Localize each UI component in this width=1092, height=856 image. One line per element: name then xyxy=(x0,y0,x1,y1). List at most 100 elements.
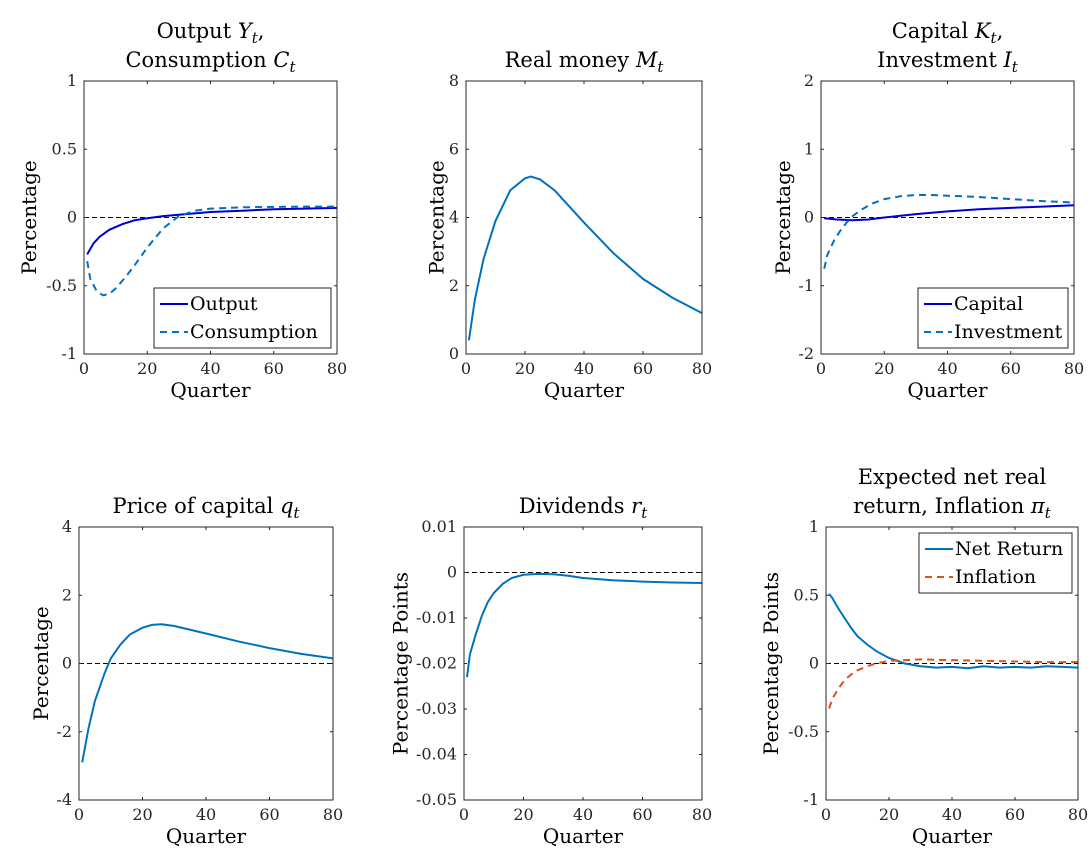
x-tick-label: 40 xyxy=(200,359,220,378)
title-variable: M xyxy=(635,48,658,72)
legend-box xyxy=(917,287,1069,349)
x-tick-label: 80 xyxy=(323,805,343,824)
chart-title-line: Capital Kt, xyxy=(892,19,1004,47)
title-subscript: t xyxy=(1045,504,1052,522)
chart-title-line: Price of capital qt xyxy=(112,494,300,522)
x-axis-label: Quarter xyxy=(166,824,247,848)
title-punct: , xyxy=(258,19,265,43)
title-text: Price of capital xyxy=(112,494,280,518)
title-punct: , xyxy=(997,19,1004,43)
title-text: Output xyxy=(157,19,238,43)
x-tick-label: 40 xyxy=(573,805,593,824)
legend-label: Consumption xyxy=(190,321,318,343)
x-tick-label: 0 xyxy=(74,805,84,824)
y-tick-label: -0.5 xyxy=(788,722,819,741)
chart-title-line: Investment It xyxy=(877,48,1019,76)
y-tick-label: 0.5 xyxy=(52,139,77,158)
x-tick-label: 20 xyxy=(515,359,535,378)
title-variable: q xyxy=(280,494,293,518)
chart-title-line: return, Inflation πt xyxy=(853,494,1052,522)
y-tick-label: 2 xyxy=(62,585,72,604)
y-axis-label: Percentage xyxy=(425,160,449,274)
y-tick-label: -2 xyxy=(798,344,814,363)
chart-panel-6: Expected net real return, Inflation πt 0 20… xyxy=(759,465,1088,848)
title-text: Consumption xyxy=(125,48,273,72)
y-tick-label: 2 xyxy=(804,71,814,90)
x-tick-label: 40 xyxy=(937,359,957,378)
chart-panel-2: Real money Mt 0 20 40 60 80 0 2 4 6 8 Quarter Percen… xyxy=(425,48,713,402)
x-tick-label: 80 xyxy=(327,359,347,378)
y-tick-label: 1 xyxy=(67,71,77,90)
plot-frame xyxy=(465,80,703,355)
chart-panel-3: Capital Kt,Investment It0 20 40 60 80-2-1012… xyxy=(771,19,1084,402)
y-tick-label: 1 xyxy=(804,139,814,158)
y-tick-label: 1 xyxy=(809,517,819,536)
title-subscript: t xyxy=(657,58,664,76)
y-tick-label: -1 xyxy=(798,276,814,295)
series-line-1 xyxy=(466,572,703,678)
x-axis-label: Quarter xyxy=(907,378,988,402)
series-line-consumption xyxy=(86,205,337,297)
y-tick-label: -0.04 xyxy=(416,745,457,764)
legend: Net Return Inflation xyxy=(918,532,1073,594)
x-tick-label: 80 xyxy=(1068,805,1088,824)
x-tick-label: 80 xyxy=(692,359,712,378)
legend-box xyxy=(153,287,332,349)
title-text: return, Inflation xyxy=(853,494,1031,518)
title-subscript: t xyxy=(294,504,301,522)
x-tick-label: 60 xyxy=(632,805,652,824)
title-subscript: t xyxy=(289,58,296,76)
y-tick-label: -0.03 xyxy=(416,699,457,718)
y-tick-label: 2 xyxy=(449,276,459,295)
series-line-inflation xyxy=(828,658,1078,709)
y-tick-label: -0.01 xyxy=(416,608,457,627)
y-tick-label: 0 xyxy=(67,208,77,227)
x-axis-label: Quarter xyxy=(170,378,251,402)
x-tick-label: 20 xyxy=(879,805,899,824)
x-tick-label: 60 xyxy=(633,359,653,378)
plot-frame xyxy=(463,526,703,801)
series-line-investment xyxy=(823,194,1075,269)
x-tick-label: 0 xyxy=(461,359,471,378)
series-line-net-return xyxy=(828,593,1079,670)
title-subscript: t xyxy=(641,504,648,522)
x-tick-label: 20 xyxy=(132,805,152,824)
y-tick-label: 0 xyxy=(804,208,814,227)
x-axis-label: Quarter xyxy=(912,824,993,848)
y-tick-label: 0 xyxy=(449,344,459,363)
x-tick-label: 0 xyxy=(79,359,89,378)
title-variable: Y xyxy=(238,19,254,43)
x-tick-label: 0 xyxy=(821,805,831,824)
series-line-1 xyxy=(467,175,703,341)
x-tick-label: 60 xyxy=(264,359,284,378)
y-tick-label: 0.5 xyxy=(794,585,819,604)
x-tick-label: 40 xyxy=(574,359,594,378)
legend-label: Inflation xyxy=(955,566,1036,588)
y-axis-label: Percentage xyxy=(17,160,41,274)
y-tick-label: 0 xyxy=(62,654,72,673)
x-tick-label: 40 xyxy=(942,805,962,824)
y-tick-label: -1 xyxy=(803,790,819,809)
series-line-1 xyxy=(81,623,334,763)
series-line-capital xyxy=(824,204,1075,222)
legend: Capital Investment xyxy=(917,287,1069,349)
series-line-output xyxy=(86,206,338,255)
title-text: Capital xyxy=(892,19,975,43)
y-axis-label: Percentage Points xyxy=(759,572,783,755)
y-tick-label: 8 xyxy=(449,71,459,90)
title-text: Expected net real xyxy=(858,465,1047,489)
y-tick-label: 0.01 xyxy=(421,517,457,536)
y-axis-label: Percentage xyxy=(771,160,795,274)
chart-title-line: Expected net real xyxy=(858,465,1047,489)
x-tick-label: 40 xyxy=(196,805,216,824)
legend-box xyxy=(918,532,1073,594)
x-axis-label: Quarter xyxy=(543,824,624,848)
legend-label: Net Return xyxy=(955,538,1063,560)
y-tick-label: -0.05 xyxy=(416,790,457,809)
title-subscript: t xyxy=(252,29,259,47)
x-tick-label: 20 xyxy=(513,805,533,824)
title-variable: K xyxy=(974,19,992,43)
title-variable: π xyxy=(1030,494,1046,518)
chart-title-line: Consumption Ct xyxy=(125,48,296,76)
